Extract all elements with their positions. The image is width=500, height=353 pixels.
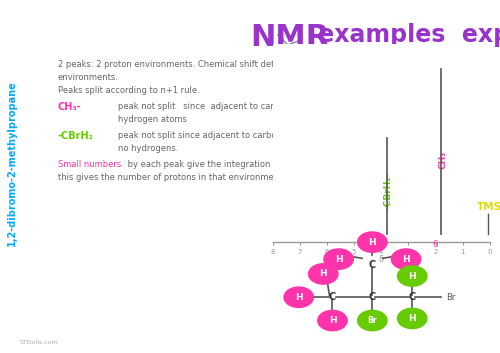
Text: NMR: NMR: [250, 23, 329, 52]
Text: Small numbers: Small numbers: [58, 160, 121, 169]
Text: no hydrogens.: no hydrogens.: [118, 144, 178, 153]
Circle shape: [324, 249, 354, 269]
Text: examples  explained: examples explained: [310, 23, 500, 47]
Text: H: H: [295, 293, 302, 302]
Text: -CBrH₂-: -CBrH₂-: [384, 172, 393, 209]
Circle shape: [318, 310, 347, 331]
Text: STDolls.com: STDolls.com: [20, 340, 59, 345]
Circle shape: [358, 310, 387, 331]
Text: H: H: [408, 314, 416, 323]
Text: Br: Br: [446, 293, 455, 302]
Text: this gives the number of protons in that environment.: this gives the number of protons in that…: [58, 173, 285, 182]
Circle shape: [398, 308, 427, 329]
Text: H: H: [335, 255, 342, 264]
Text: -CBrH₂: -CBrH₂: [58, 131, 94, 141]
Text: H: H: [402, 255, 410, 264]
Text: C: C: [368, 261, 376, 270]
Text: 2 peaks: 2 proton environments. Chemical shift determined by these: 2 peaks: 2 proton environments. Chemical…: [58, 60, 348, 69]
Text: environments.: environments.: [58, 73, 119, 82]
Text: TMS: TMS: [476, 202, 500, 212]
Text: CH₃: CH₃: [438, 150, 448, 169]
Text: H: H: [320, 269, 327, 279]
Circle shape: [392, 249, 421, 269]
Text: peak not split   since  adjacent to carbon that has no: peak not split since adjacent to carbon …: [118, 102, 340, 111]
Text: 6: 6: [433, 240, 438, 249]
Text: Peaks split according to n+1 rule.: Peaks split according to n+1 rule.: [58, 86, 200, 95]
Text: C: C: [408, 292, 416, 302]
Circle shape: [398, 266, 427, 286]
X-axis label: δ: δ: [378, 256, 384, 264]
Text: Br: Br: [368, 316, 377, 325]
Text: H: H: [368, 238, 376, 247]
Text: C: C: [368, 292, 376, 302]
Text: C: C: [329, 292, 336, 302]
Circle shape: [308, 264, 338, 284]
Text: H: H: [328, 316, 336, 325]
Text: hydrogen atoms: hydrogen atoms: [118, 115, 187, 124]
Text: Br: Br: [297, 46, 304, 52]
Text: peak not split since adjacent to carbon with: peak not split since adjacent to carbon …: [118, 131, 302, 140]
Circle shape: [284, 287, 314, 307]
Text: H: H: [408, 271, 416, 281]
Text: CH₃-: CH₃-: [58, 102, 82, 112]
Circle shape: [358, 232, 387, 252]
Text: 1,2-dibromo-2-methylpropane: 1,2-dibromo-2-methylpropane: [7, 80, 17, 246]
Text: by each peak give the integration (area under the peak): by each peak give the integration (area …: [125, 160, 366, 169]
Text: 2: 2: [378, 240, 384, 249]
